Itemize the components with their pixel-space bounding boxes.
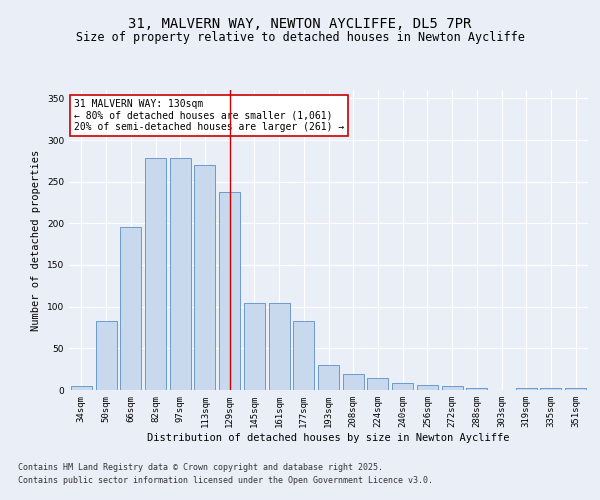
Bar: [541, 388, 562, 390]
Bar: [71, 386, 92, 390]
Bar: [95, 321, 116, 390]
Bar: [466, 388, 487, 390]
Bar: [293, 321, 314, 390]
Bar: [120, 226, 141, 390]
Bar: [565, 388, 586, 390]
Bar: [367, 378, 388, 390]
Bar: [442, 386, 463, 390]
Bar: [269, 304, 290, 390]
Bar: [244, 302, 265, 390]
X-axis label: Distribution of detached houses by size in Newton Aycliffe: Distribution of detached houses by size …: [147, 432, 510, 442]
Bar: [219, 192, 240, 390]
Bar: [343, 374, 364, 390]
Text: Contains public sector information licensed under the Open Government Licence v3: Contains public sector information licen…: [18, 476, 433, 485]
Bar: [318, 365, 339, 390]
Bar: [516, 388, 537, 390]
Bar: [194, 165, 215, 390]
Text: Contains HM Land Registry data © Crown copyright and database right 2025.: Contains HM Land Registry data © Crown c…: [18, 462, 383, 471]
Text: 31, MALVERN WAY, NEWTON AYCLIFFE, DL5 7PR: 31, MALVERN WAY, NEWTON AYCLIFFE, DL5 7P…: [128, 18, 472, 32]
Bar: [417, 385, 438, 390]
Text: Size of property relative to detached houses in Newton Aycliffe: Size of property relative to detached ho…: [76, 31, 524, 44]
Text: 31 MALVERN WAY: 130sqm
← 80% of detached houses are smaller (1,061)
20% of semi-: 31 MALVERN WAY: 130sqm ← 80% of detached…: [74, 99, 344, 132]
Y-axis label: Number of detached properties: Number of detached properties: [31, 150, 41, 330]
Bar: [145, 158, 166, 390]
Bar: [392, 384, 413, 390]
Bar: [170, 158, 191, 390]
